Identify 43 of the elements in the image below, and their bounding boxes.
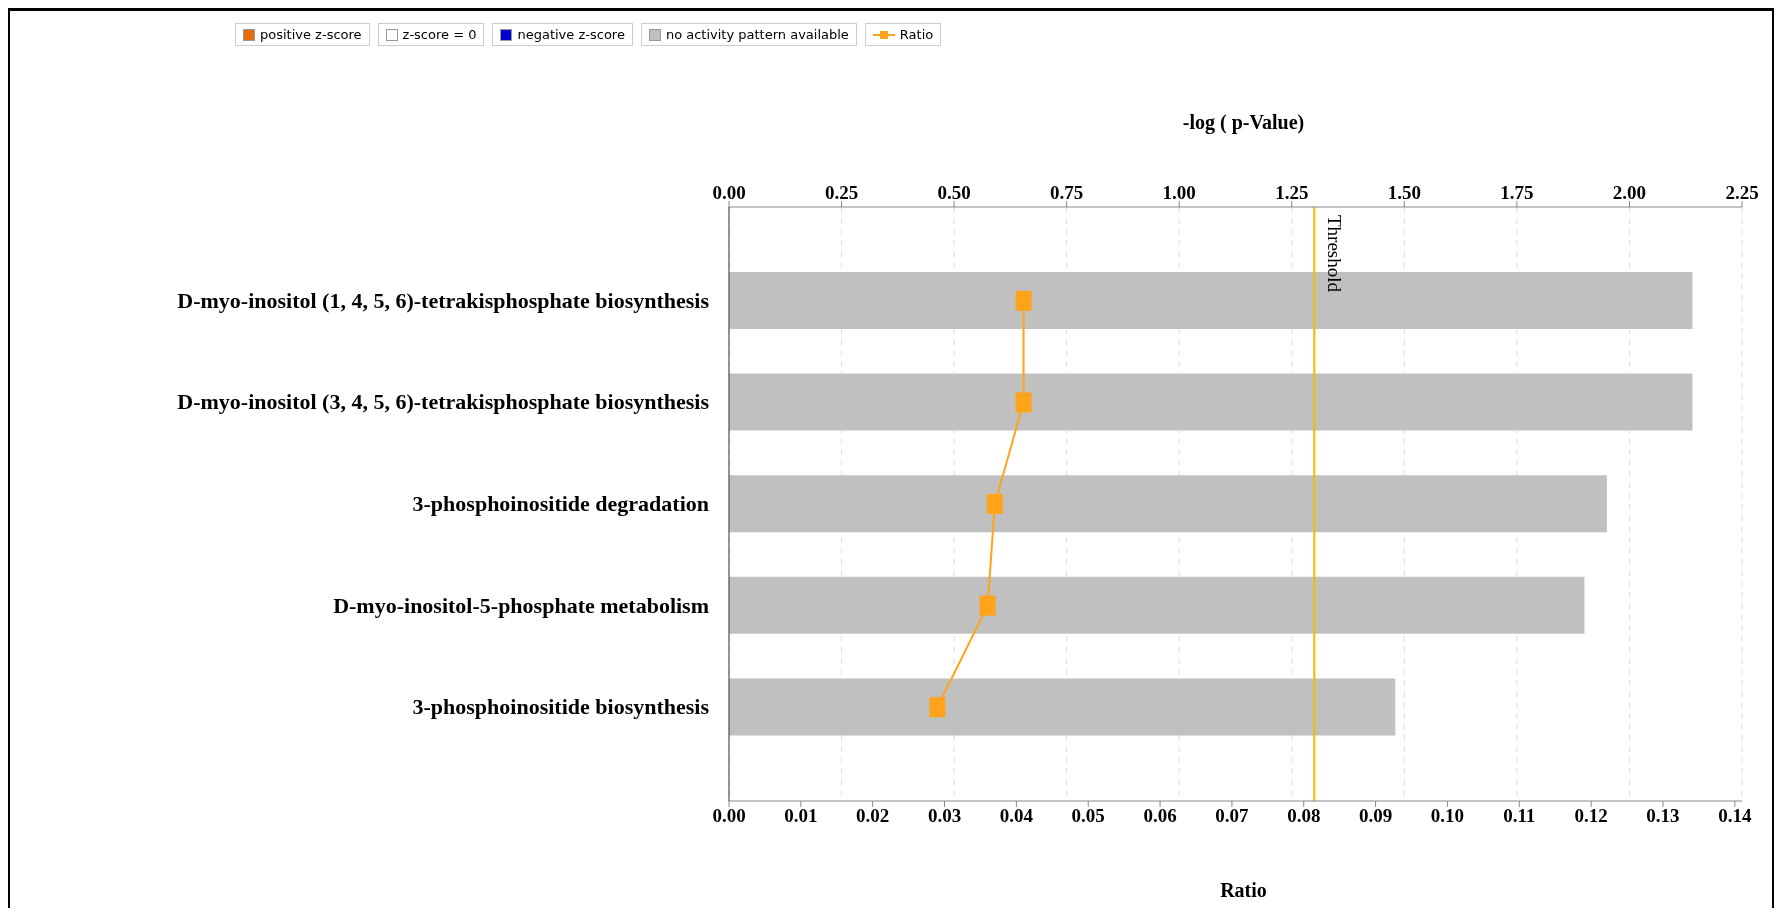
x-tick-label: 0.08	[1287, 805, 1321, 827]
point	[929, 697, 946, 718]
x-axis-title: Ratio	[1219, 879, 1268, 902]
legend-label: positive z-score	[260, 27, 362, 42]
x2-tick-label: 0.00	[712, 182, 746, 203]
x-tick-label: 0.11	[1503, 805, 1536, 827]
x2-tick-label: 1.00	[1162, 182, 1196, 203]
x-tick-label: 0.00	[712, 805, 746, 827]
point	[1015, 290, 1032, 311]
x2-tick-label: 0.75	[1050, 182, 1084, 203]
legend-label: no activity pattern available	[665, 27, 849, 42]
legend-label: z-score = 0	[402, 27, 477, 42]
x-tick-label: 0.06	[1143, 805, 1177, 827]
x2-tick-label: 0.50	[937, 182, 971, 203]
x2-tick-label: 2.00	[1612, 182, 1647, 203]
legend-label: Ratio	[899, 27, 934, 42]
x-tick-label: 0.05	[1071, 805, 1105, 827]
x-tick-label: 0.10	[1430, 805, 1465, 827]
y-tick-label: 3-phosphoinositide biosynthesis	[412, 694, 710, 720]
point	[979, 595, 996, 616]
x2-tick-label: 0.25	[824, 182, 859, 203]
x2-tick-label: 2.25	[1725, 182, 1759, 203]
x-tick-label: 0.14	[1718, 805, 1752, 827]
x-tick-label: 0.01	[784, 805, 818, 827]
legend-label: negative z-score	[517, 27, 625, 42]
x2-tick-label: 1.25	[1275, 182, 1309, 203]
x-tick-label: 0.12	[1574, 805, 1608, 827]
y-tick-label: D-myo-inositol (1, 4, 5, 6)-tetrakisphosphate biosynthesis	[177, 287, 710, 313]
x-tick-label: 0.04	[999, 805, 1034, 827]
x-tick-label: 0.02	[856, 805, 890, 827]
x2-tick-label: 1.75	[1500, 182, 1534, 203]
ref-line-label: Threshold	[1324, 215, 1346, 293]
y-tick-label: 3-phosphoinositide degradation	[412, 491, 709, 516]
y-tick-label: D-myo-inositol (3, 4, 5, 6)-tetrakisphosphate biosynthesis	[177, 389, 710, 415]
x-tick-label: 0.07	[1215, 805, 1250, 827]
x2-axis-title: -log ( p-Value)	[1181, 111, 1306, 134]
point	[986, 494, 1003, 514]
y-tick-label: D-myo-inositol-5-phosphate metabolism	[333, 592, 709, 618]
point	[1015, 392, 1032, 413]
x-tick-label: 0.13	[1646, 805, 1680, 827]
x2-tick-label: 1.50	[1387, 182, 1421, 203]
x-tick-label: 0.03	[927, 805, 962, 827]
x-tick-label: 0.09	[1358, 805, 1393, 827]
